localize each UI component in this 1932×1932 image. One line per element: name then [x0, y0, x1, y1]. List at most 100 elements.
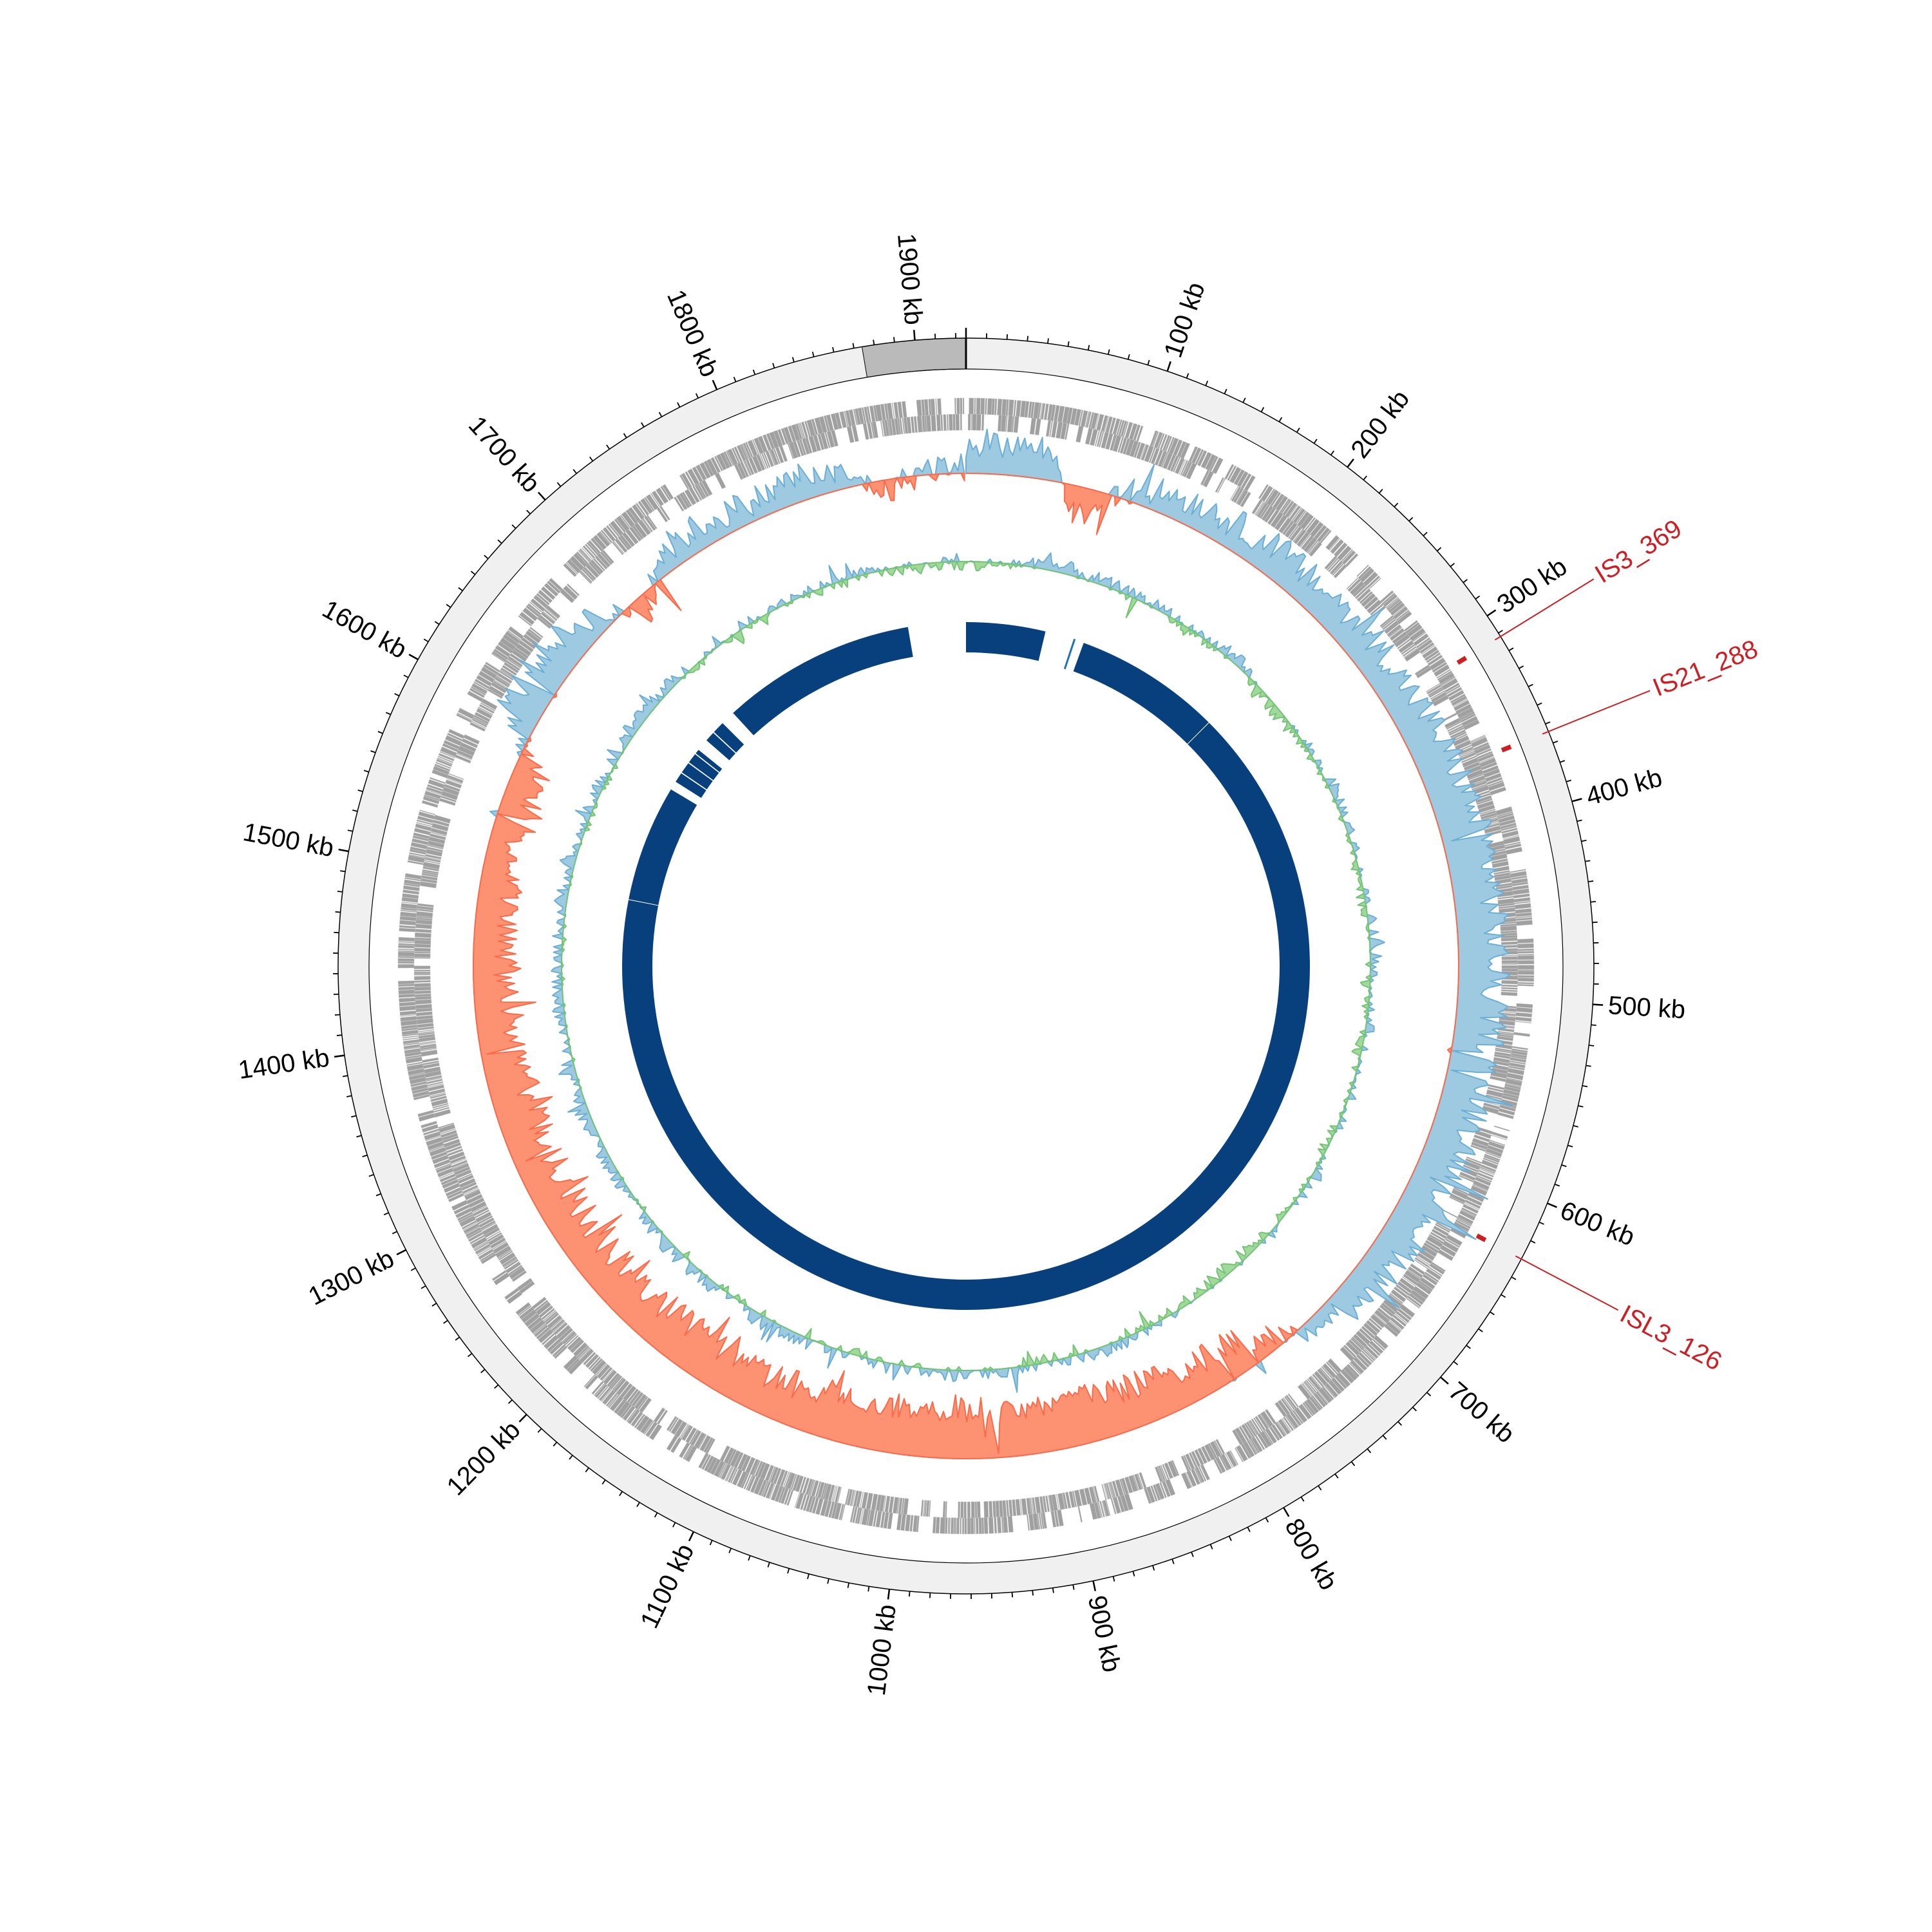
minor-tick: [1511, 1276, 1517, 1280]
minor-tick: [1466, 1345, 1471, 1349]
minor-tick: [467, 1352, 473, 1358]
minor-tick: [569, 1455, 573, 1460]
major-tick: [334, 1054, 345, 1058]
major-tick: [518, 1414, 527, 1423]
major-tick: [1347, 459, 1354, 468]
minor-tick: [368, 1174, 374, 1177]
major-tick: [887, 1589, 891, 1600]
minor-tick: [352, 809, 358, 812]
minor-tick: [1011, 1592, 1014, 1598]
minor-tick: [908, 1591, 911, 1597]
gene-reverse: [413, 413, 1519, 1519]
minor-tick: [1537, 702, 1542, 706]
tick-label: 1800 kb: [661, 286, 724, 381]
minor-tick: [767, 1562, 770, 1567]
minor-tick: [772, 363, 775, 368]
minor-tick: [1147, 359, 1150, 366]
contig-segment: [1073, 643, 1209, 744]
minor-tick: [1463, 579, 1468, 583]
minor-tick: [733, 377, 737, 383]
minor-tick: [421, 1285, 426, 1289]
minor-tick: [1412, 1406, 1417, 1412]
mobile-element-mark: [1456, 656, 1468, 665]
major-tick: [1486, 609, 1497, 617]
minor-tick: [1423, 531, 1428, 536]
minor-tick: [1567, 1144, 1573, 1148]
mobile-element-marks: [1456, 656, 1512, 1242]
minor-tick: [410, 1267, 416, 1271]
minor-tick: [1394, 502, 1399, 507]
minor-tick: [1171, 1558, 1175, 1564]
minor-tick: [573, 469, 577, 474]
minor-tick: [1561, 1164, 1567, 1168]
contig-segment: [688, 754, 719, 781]
minor-tick: [1191, 1551, 1194, 1557]
minor-tick: [1582, 1084, 1588, 1088]
mobile-element-mark: [1475, 1233, 1487, 1242]
minor-tick: [507, 1399, 513, 1404]
mobile-element-label: IS3_369: [1590, 515, 1687, 589]
major-tick: [537, 491, 546, 501]
minor-tick: [1209, 1544, 1213, 1549]
minor-tick: [480, 1368, 486, 1374]
contig-segment: [733, 627, 913, 735]
minor-tick: [1072, 1584, 1075, 1590]
minor-tick: [394, 693, 400, 697]
minor-tick: [363, 770, 369, 773]
contig-segment: [966, 622, 1046, 661]
minor-tick: [1112, 1576, 1115, 1582]
tick-label: 600 kb: [1557, 1196, 1639, 1251]
gc-content-positive: [551, 552, 1385, 1393]
minor-tick: [695, 393, 699, 399]
minor-tick: [357, 790, 363, 792]
minor-tick: [342, 1075, 348, 1077]
minor-tick: [446, 603, 451, 608]
contig-segment: [696, 750, 723, 772]
minor-tick: [1313, 439, 1318, 444]
position-ring: [337, 337, 1595, 1595]
minor-tick: [497, 539, 502, 544]
mobile-element-label: ISL3_126: [1616, 1300, 1727, 1376]
minor-tick: [1408, 516, 1414, 522]
tick-label: 400 kb: [1583, 763, 1665, 811]
minor-tick: [709, 1540, 713, 1546]
tick-label: 1100 kb: [635, 1540, 699, 1633]
tick-label: 300 kb: [1492, 553, 1572, 620]
minor-tick: [556, 482, 562, 487]
minor-tick: [873, 339, 875, 345]
minor-tick: [606, 444, 611, 450]
tick-label: 1000 kb: [862, 1603, 902, 1698]
minor-tick: [362, 1154, 368, 1157]
tick-label: 900 kb: [1083, 1593, 1126, 1675]
minor-tick: [1052, 1587, 1054, 1593]
minor-tick: [1508, 647, 1514, 651]
minor-tick: [807, 1573, 810, 1579]
minor-tick: [526, 509, 531, 515]
minor-tick: [1450, 562, 1455, 567]
minor-tick: [443, 1320, 448, 1324]
minor-tick: [494, 1384, 499, 1389]
minor-tick: [1334, 1473, 1339, 1479]
minor-tick: [1228, 1535, 1232, 1541]
minor-tick: [1378, 489, 1383, 494]
major-tick: [338, 848, 349, 853]
minor-tick: [1247, 1527, 1251, 1532]
mobile-element-leader: [1494, 578, 1595, 641]
minor-tick: [748, 1555, 751, 1561]
contig-segment: [714, 723, 744, 753]
minor-tick: [1278, 417, 1283, 422]
minor-tick: [377, 731, 383, 734]
minor-tick: [392, 1231, 397, 1235]
contig-segment: [681, 763, 713, 790]
minor-tick: [847, 1582, 849, 1588]
contig-ring: [621, 622, 1310, 1311]
ring-inner-edge: [368, 368, 1564, 1564]
tick-label: 1500 kb: [241, 818, 336, 862]
contig-segment: [621, 723, 1310, 1311]
mobile-element-leader: [1542, 690, 1651, 735]
minor-tick: [1553, 741, 1558, 744]
minor-tick: [827, 1578, 829, 1584]
minor-tick: [787, 1568, 790, 1574]
minor-tick: [370, 750, 376, 753]
gc-content-negative: [561, 561, 1371, 1371]
